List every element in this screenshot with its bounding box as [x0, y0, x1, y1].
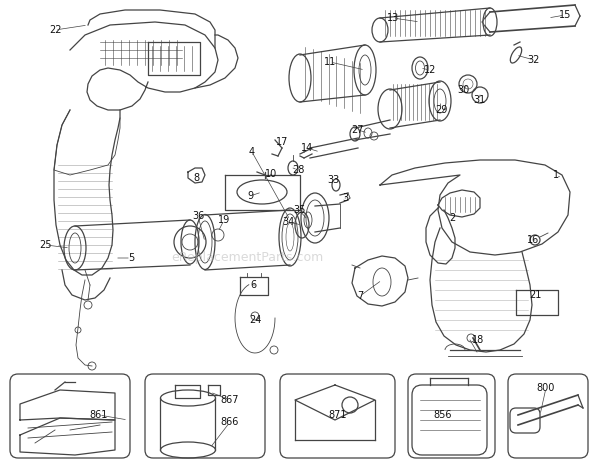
Text: 16: 16 [527, 235, 539, 245]
Text: 22: 22 [49, 25, 61, 35]
Text: 17: 17 [276, 137, 288, 147]
Text: 36: 36 [192, 211, 204, 221]
Text: 8: 8 [193, 173, 199, 183]
Text: 33: 33 [327, 175, 339, 185]
Text: 9: 9 [247, 191, 253, 201]
Text: 2: 2 [449, 213, 455, 223]
Text: 19: 19 [218, 215, 230, 225]
Text: 31: 31 [473, 95, 485, 105]
Text: 34: 34 [282, 217, 294, 227]
Text: 32: 32 [528, 55, 540, 65]
Text: 1: 1 [553, 170, 559, 180]
Text: 6: 6 [250, 280, 256, 290]
Text: 21: 21 [529, 290, 541, 300]
Text: 866: 866 [221, 417, 239, 427]
Text: 867: 867 [221, 395, 240, 405]
Text: 28: 28 [292, 165, 304, 175]
Text: 11: 11 [324, 57, 336, 67]
Text: 10: 10 [265, 169, 277, 179]
Text: 861: 861 [90, 410, 108, 420]
Text: 30: 30 [457, 85, 469, 95]
Text: 12: 12 [424, 65, 436, 75]
Text: 800: 800 [537, 383, 555, 393]
Text: 18: 18 [472, 335, 484, 345]
Text: 15: 15 [559, 10, 571, 20]
Text: 24: 24 [249, 315, 261, 325]
Text: 4: 4 [249, 147, 255, 157]
Text: 871: 871 [329, 410, 348, 420]
Text: 3: 3 [342, 193, 348, 203]
Text: 29: 29 [435, 105, 447, 115]
Text: 7: 7 [357, 291, 363, 301]
Text: 13: 13 [387, 13, 399, 23]
Text: 27: 27 [352, 125, 364, 135]
Text: 35: 35 [293, 205, 305, 215]
Text: eReplacementParts.com: eReplacementParts.com [172, 251, 324, 264]
Text: 5: 5 [128, 253, 134, 263]
Text: 14: 14 [301, 143, 313, 153]
Text: 856: 856 [434, 410, 453, 420]
Text: 25: 25 [40, 240, 53, 250]
